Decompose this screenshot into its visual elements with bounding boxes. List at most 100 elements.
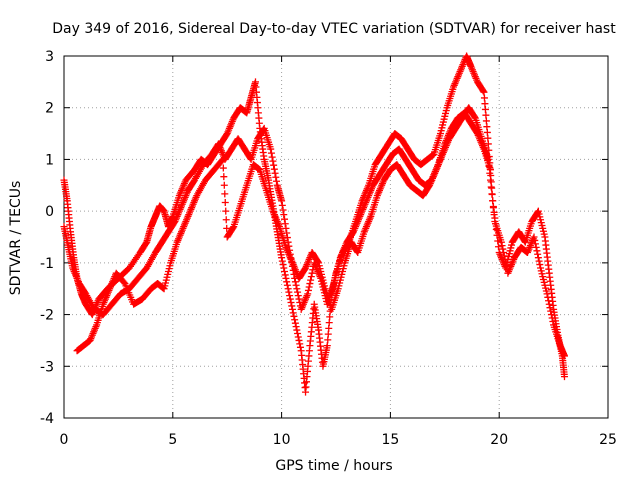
data-point — [534, 250, 542, 258]
y-tick-label: 1 — [45, 152, 54, 168]
data-point — [278, 254, 286, 262]
data-point — [222, 207, 230, 215]
data-point — [292, 323, 300, 331]
data-point — [283, 278, 291, 286]
data-point — [531, 240, 539, 248]
data-point — [295, 336, 303, 344]
x-axis-label: GPS time / hours — [275, 458, 392, 474]
y-tick-label: 3 — [45, 49, 54, 65]
data-point — [268, 153, 276, 161]
data-point — [547, 311, 555, 319]
x-tick-label: 5 — [168, 432, 177, 448]
data-point — [279, 261, 287, 269]
data-point — [222, 216, 230, 224]
data-point — [534, 254, 542, 262]
chart-title: Day 349 of 2016, Sidereal Day-to-day VTE… — [52, 21, 616, 37]
data-point — [219, 155, 227, 163]
data-point — [484, 155, 492, 163]
data-point — [536, 261, 544, 269]
data-point — [560, 352, 568, 360]
data-point — [486, 176, 494, 184]
data-point — [489, 197, 497, 205]
data-point — [488, 190, 496, 198]
data-point — [530, 233, 538, 241]
data-point — [221, 199, 229, 207]
x-tick-label: 0 — [60, 432, 69, 448]
data-point — [271, 169, 279, 177]
data-point — [281, 267, 289, 275]
data-point — [270, 161, 278, 169]
data-point — [221, 190, 229, 198]
data-point — [294, 292, 302, 300]
y-tick-label: 2 — [45, 101, 54, 117]
data-point — [497, 238, 505, 246]
data-point — [280, 211, 288, 219]
data-point — [273, 177, 281, 185]
data-point — [269, 157, 277, 165]
data-point — [288, 302, 296, 310]
data-point — [471, 113, 479, 121]
data-point — [270, 165, 278, 173]
data-point — [490, 211, 498, 219]
data-point — [498, 242, 506, 250]
data-points — [60, 52, 568, 396]
data-point — [500, 249, 508, 257]
data-point — [281, 220, 289, 228]
plot-frame — [63, 55, 609, 419]
x-ticks: 0 5 10 15 20 25 — [60, 56, 617, 448]
data-point — [278, 257, 286, 265]
data-point — [531, 236, 539, 244]
data-point — [284, 285, 292, 293]
data-point — [544, 293, 552, 301]
x-tick-label: 25 — [599, 432, 617, 448]
x-tick-label: 20 — [490, 432, 508, 448]
data-point — [291, 316, 299, 324]
data-point — [304, 286, 312, 294]
data-point — [272, 173, 280, 181]
x-tick-label: 15 — [381, 432, 399, 448]
data-point — [280, 264, 288, 272]
data-point — [291, 319, 299, 327]
data-point — [282, 274, 290, 282]
data-point — [279, 206, 287, 214]
data-point — [548, 314, 556, 322]
data-point — [291, 278, 299, 286]
data-point — [290, 312, 298, 320]
data-point — [500, 252, 508, 260]
data-point — [502, 259, 510, 267]
data-point — [294, 330, 302, 338]
data-point — [307, 273, 315, 281]
data-point — [289, 309, 297, 317]
data-point — [545, 300, 553, 308]
data-point — [220, 181, 228, 189]
y-tick-label: -4 — [40, 411, 54, 427]
data-point — [287, 299, 295, 307]
data-point — [286, 295, 294, 303]
data-point — [485, 162, 493, 170]
data-point — [296, 340, 304, 348]
data-point — [307, 276, 315, 284]
data-point — [218, 157, 226, 165]
data-point — [296, 343, 304, 351]
data-point — [533, 247, 541, 255]
data-point — [489, 204, 497, 212]
data-point — [288, 305, 296, 313]
data-point — [547, 307, 555, 315]
y-tick-label: 0 — [45, 204, 54, 220]
data-point — [278, 197, 286, 205]
series-trace-1 — [60, 52, 568, 396]
data-point — [293, 285, 301, 293]
data-point — [314, 258, 322, 266]
data-point — [278, 201, 286, 209]
data-point — [546, 304, 554, 312]
y-tick-label: -1 — [40, 256, 54, 272]
y-axis-label: SDTVAR / TECUs — [8, 181, 24, 296]
data-point — [292, 281, 300, 289]
data-point — [535, 257, 543, 265]
data-point — [229, 224, 237, 232]
data-point — [532, 243, 540, 251]
series-trace-3 — [73, 104, 568, 360]
data-point — [499, 245, 507, 253]
data-point — [219, 164, 227, 172]
y-ticks: -4 -3 -2 -1 0 1 2 3 — [40, 49, 608, 427]
